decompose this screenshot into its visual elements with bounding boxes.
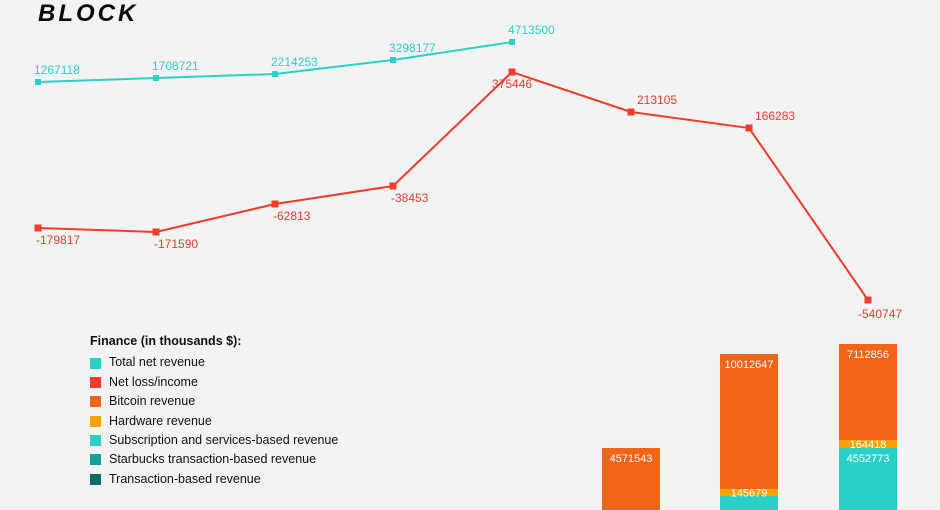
- bar-label: 145679: [731, 488, 768, 500]
- marker-total_net_revenue: [272, 71, 278, 77]
- bar-seg-bitcoin: [720, 354, 778, 489]
- legend-item: Hardware revenue: [90, 412, 338, 431]
- legend-item: Subscription and services-based revenue: [90, 431, 338, 450]
- legend-label: Transaction-based revenue: [109, 470, 261, 489]
- point-label: -38453: [391, 191, 429, 205]
- point-label: 4713500: [508, 23, 555, 37]
- marker-total_net_revenue: [35, 79, 41, 85]
- marker-net_loss_income: [628, 109, 635, 116]
- bar-label: 7112856: [847, 349, 889, 361]
- legend-item: Starbucks transaction-based revenue: [90, 450, 338, 469]
- legend-items: Total net revenueNet loss/incomeBitcoin …: [90, 353, 338, 489]
- bar-label: 164418: [850, 439, 887, 451]
- point-label: -62813: [273, 209, 311, 223]
- marker-net_loss_income: [509, 69, 516, 76]
- marker-total_net_revenue: [153, 75, 159, 81]
- legend-swatch: [90, 358, 101, 369]
- legend-swatch: [90, 474, 101, 485]
- legend-item: Net loss/income: [90, 373, 338, 392]
- bar-label: 10012647: [725, 359, 774, 371]
- finance-chart: BLOCK 4571543145679100126474552773164418…: [0, 0, 940, 510]
- point-label: 1708721: [152, 59, 199, 73]
- point-label: 3298177: [389, 41, 436, 55]
- point-label: 375446: [492, 77, 532, 91]
- marker-net_loss_income: [865, 297, 872, 304]
- legend-swatch: [90, 396, 101, 407]
- line-net_loss_income: [38, 72, 868, 300]
- point-label: -179817: [36, 233, 80, 247]
- legend-swatch: [90, 435, 101, 446]
- marker-net_loss_income: [272, 201, 279, 208]
- marker-net_loss_income: [35, 225, 42, 232]
- point-label: 213105: [637, 93, 677, 107]
- legend-label: Bitcoin revenue: [109, 392, 195, 411]
- marker-total_net_revenue: [390, 57, 396, 63]
- bar-label: 4552773: [847, 453, 890, 465]
- point-label: -540747: [858, 307, 902, 321]
- legend: Finance (in thousands $): Total net reve…: [90, 332, 338, 489]
- legend-label: Hardware revenue: [109, 412, 212, 431]
- legend-label: Total net revenue: [109, 353, 205, 372]
- bar-label: 4571543: [610, 453, 653, 465]
- marker-total_net_revenue: [509, 39, 515, 45]
- legend-label: Net loss/income: [109, 373, 198, 392]
- point-label: 166283: [755, 109, 795, 123]
- marker-net_loss_income: [390, 183, 397, 190]
- legend-label: Starbucks transaction-based revenue: [109, 450, 316, 469]
- legend-item: Total net revenue: [90, 353, 338, 372]
- legend-item: Transaction-based revenue: [90, 470, 338, 489]
- legend-swatch: [90, 454, 101, 465]
- marker-net_loss_income: [153, 229, 160, 236]
- legend-header: Finance (in thousands $):: [90, 332, 338, 351]
- legend-swatch: [90, 377, 101, 388]
- point-label: 2214253: [271, 55, 318, 69]
- point-label: 1267118: [34, 63, 80, 77]
- marker-net_loss_income: [746, 125, 753, 132]
- legend-item: Bitcoin revenue: [90, 392, 338, 411]
- legend-swatch: [90, 416, 101, 427]
- point-label: -171590: [154, 237, 198, 251]
- legend-label: Subscription and services-based revenue: [109, 431, 338, 450]
